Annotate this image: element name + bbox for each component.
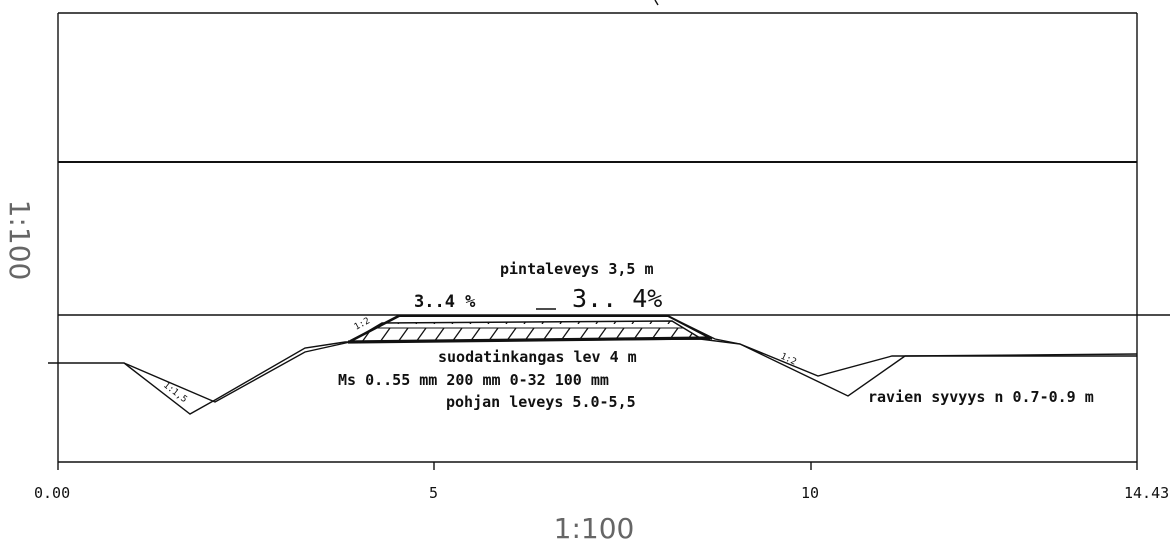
axis-tick-label-14: 14.43 <box>1124 484 1169 502</box>
road-surface-line <box>349 315 713 342</box>
axis-tick-label-5: 5 <box>429 484 438 502</box>
top-tick-mark <box>654 0 659 6</box>
vertical-scale-label: 1:100 <box>3 200 36 281</box>
base-width-label: pohjan leveys 5.0-5,5 <box>446 393 636 411</box>
horizontal-scale-label: 1:100 <box>554 512 635 543</box>
ditch-depth-label: ravien syvyys n 0.7-0.9 m <box>868 388 1094 406</box>
materials-label: Ms 0..55 mm 200 mm 0-32 100 mm <box>338 371 609 389</box>
filter-fabric-line <box>347 336 711 344</box>
slope-right-label: 3.. 4% <box>572 284 662 313</box>
slope-left-label: 3..4 % <box>414 292 476 312</box>
surface-width-label: pintaleveys 3,5 m <box>500 260 654 278</box>
axis-tick-label-10: 10 <box>801 484 819 502</box>
existing-ground-line <box>48 338 1138 415</box>
axis-tick-label-0: 0.00 <box>34 484 70 502</box>
fabric-label: suodatinkangas lev 4 m <box>438 348 637 366</box>
slope-ratio-right-ditch: 1:2 <box>779 352 798 368</box>
